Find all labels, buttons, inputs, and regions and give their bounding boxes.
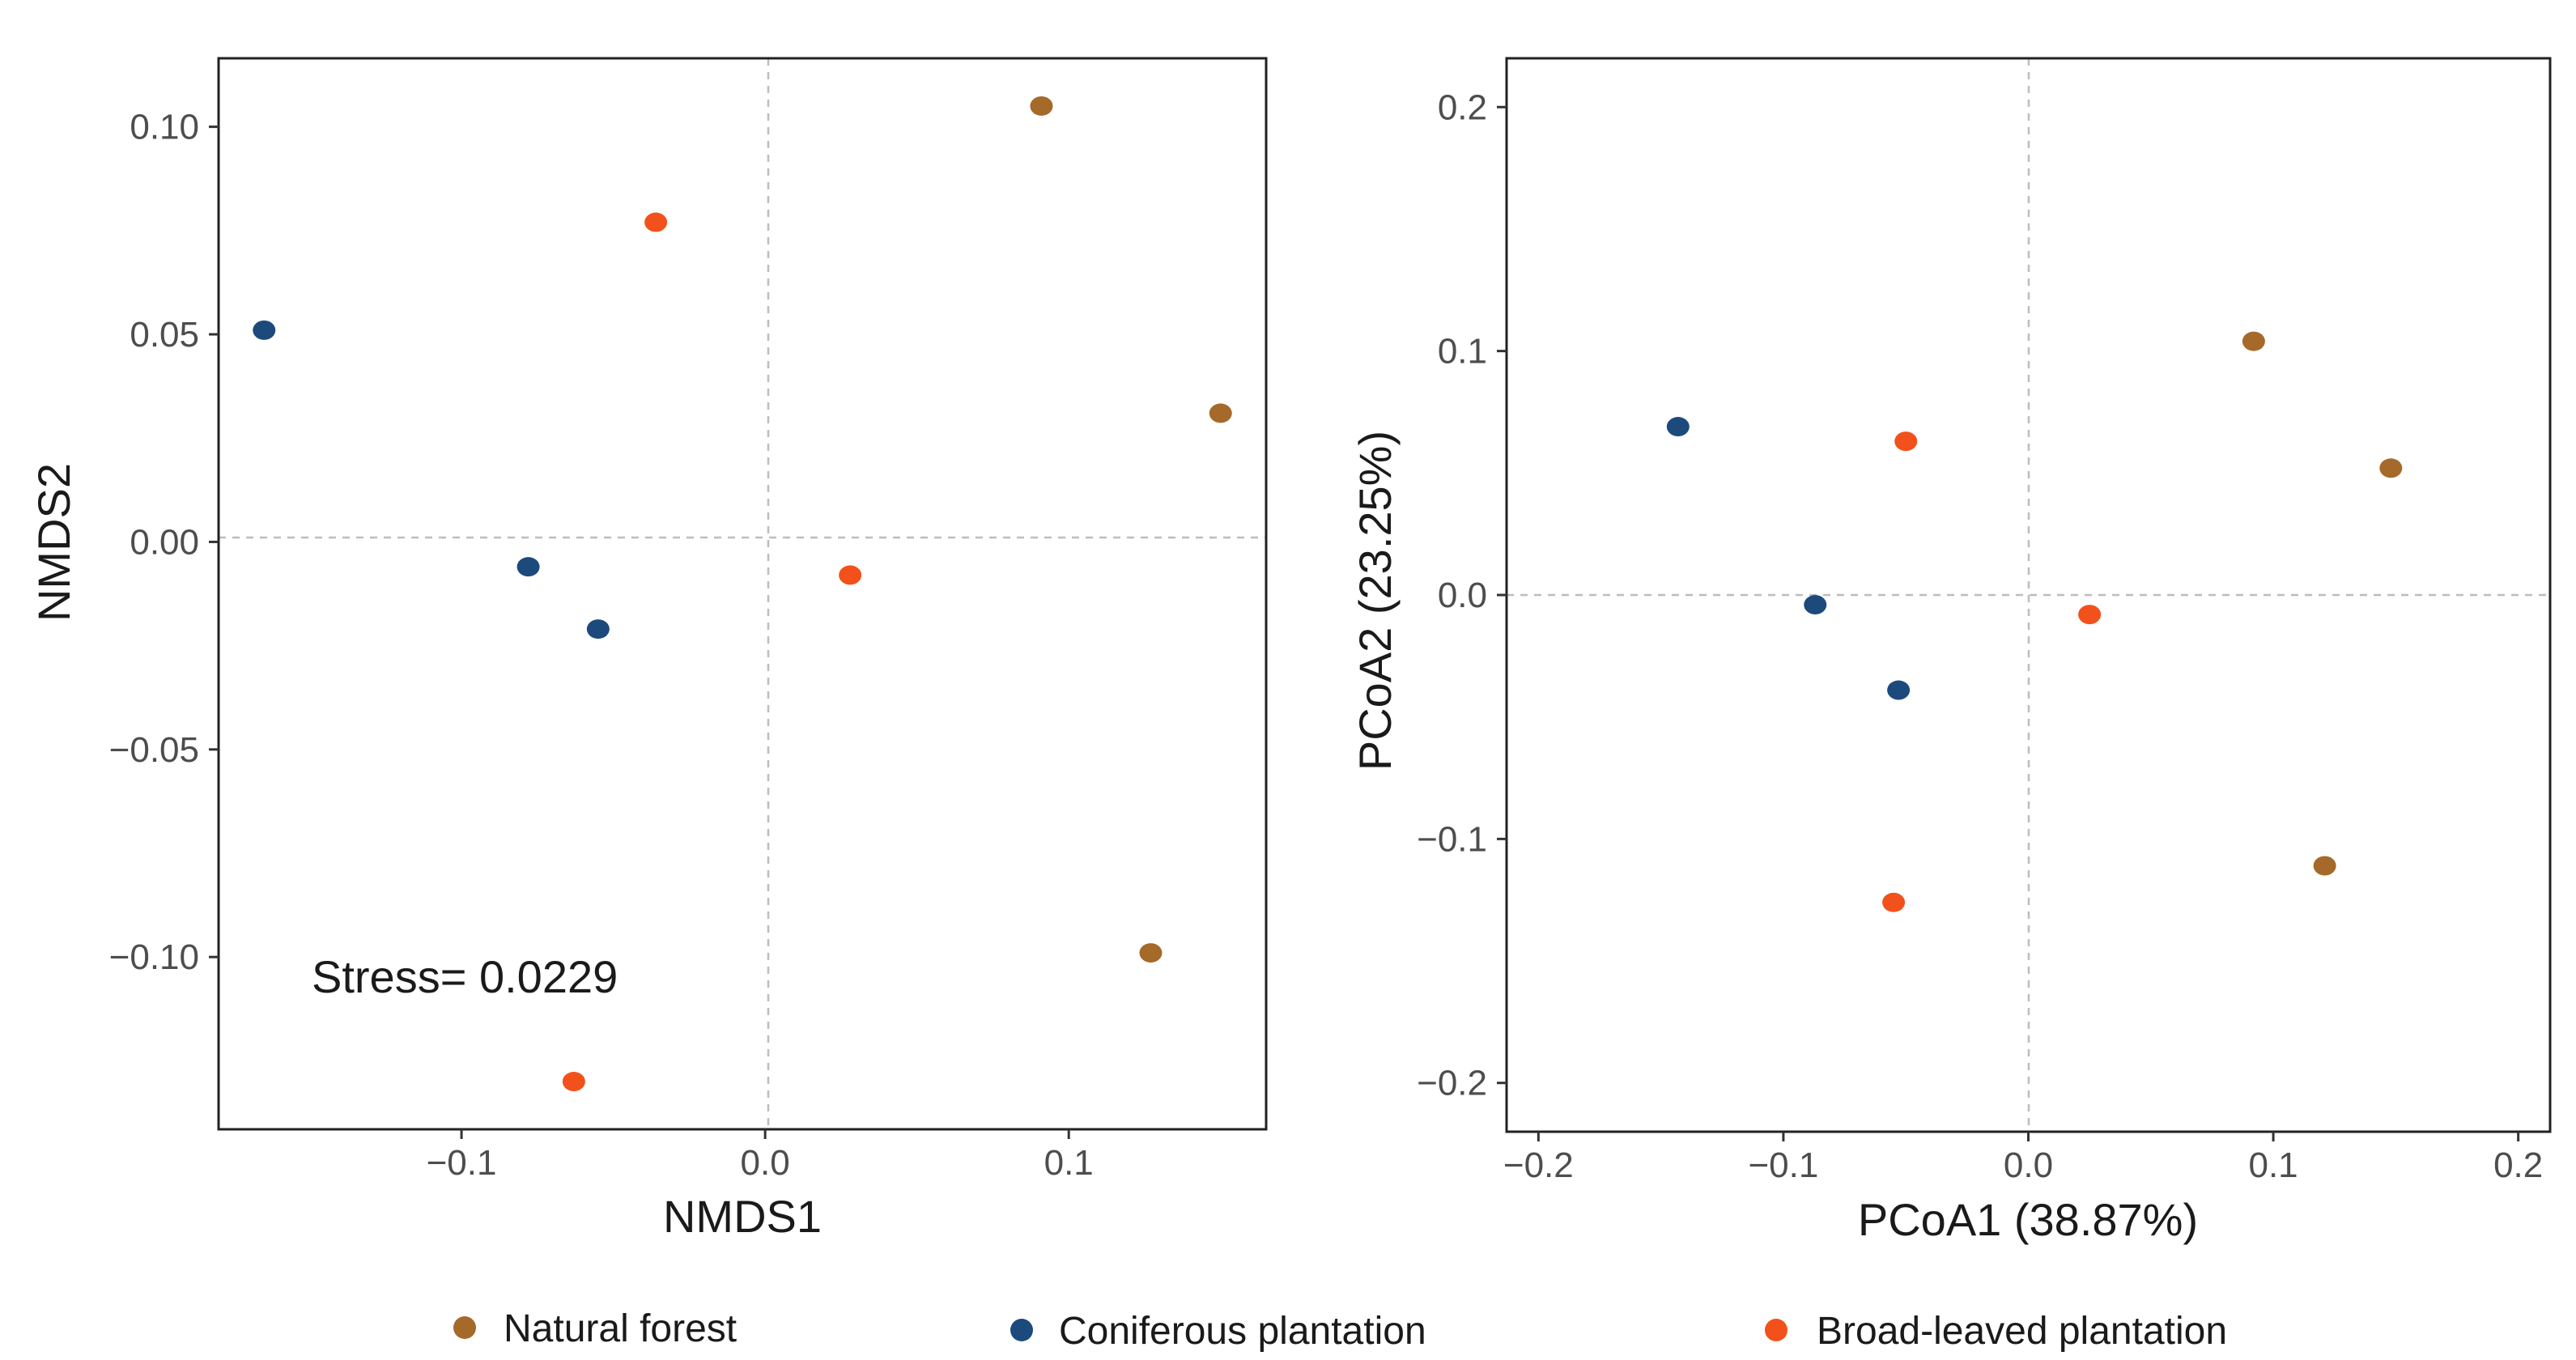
legend-label-natural-forest: Natural forest — [504, 1307, 737, 1350]
x-axis-ticks: −0.2 −0.1 0.0 0.1 0.2 — [1503, 1132, 2543, 1185]
plot-frame — [217, 57, 1268, 1131]
point-coniferous-plantation — [1887, 680, 1911, 700]
x-axis-title: PCoA1 (38.87%) — [1858, 1194, 2198, 1245]
y-axis-ticks: −0.2 −0.1 0.0 0.1 0.2 — [1417, 87, 1507, 1103]
y-tick-label: 0.00 — [130, 522, 199, 562]
y-axis-title: NMDS2 — [28, 463, 79, 622]
point-natural-forest — [1209, 403, 1232, 423]
point-coniferous-plantation — [516, 557, 540, 577]
y-tick-label: −0.1 — [1417, 819, 1487, 859]
x-tick-label: −0.1 — [427, 1143, 497, 1183]
point-natural-forest — [2313, 856, 2336, 876]
data-points — [253, 96, 1232, 1092]
x-tick-label: 0.0 — [2004, 1145, 2053, 1185]
y-tick-label: −0.10 — [109, 937, 199, 977]
nmds-panel: −0.10 −0.05 0.00 0.05 0.10 −0.1 0.0 0.1 Stress… — [28, 57, 1268, 1242]
legend-marker-broad-leaved-plantation — [1765, 1319, 1787, 1341]
point-broad-leaved-plantation — [1894, 431, 1918, 452]
legend-marker-natural-forest — [453, 1316, 476, 1339]
data-points — [1666, 331, 2403, 912]
y-axis-ticks: −0.10 −0.05 0.00 0.05 0.10 — [109, 108, 219, 977]
point-natural-forest — [2242, 331, 2265, 351]
legend-item-broad-leaved-plantation: Broad-leaved plantation — [1765, 1310, 2227, 1353]
y-tick-label: 0.1 — [1438, 332, 1487, 372]
stress-annotation: Stress= 0.0229 — [312, 951, 618, 1002]
x-tick-label: 0.1 — [1044, 1143, 1094, 1183]
x-tick-label: 0.0 — [741, 1143, 790, 1183]
point-coniferous-plantation — [1804, 595, 1827, 615]
pcoa-panel: −0.2 −0.1 0.0 0.1 0.2 −0.2 −0.1 0.0 0.1 0.2 PCoA… — [1350, 57, 2552, 1245]
y-tick-label: 0.05 — [130, 315, 199, 355]
point-coniferous-plantation — [1666, 417, 1690, 437]
y-tick-label: −0.2 — [1417, 1064, 1487, 1103]
point-broad-leaved-plantation — [839, 565, 862, 585]
point-natural-forest — [1030, 96, 1053, 116]
x-tick-label: 0.1 — [2248, 1145, 2298, 1185]
y-axis-title: PCoA2 (23.25%) — [1350, 431, 1401, 771]
point-natural-forest — [1139, 943, 1163, 963]
y-tick-label: −0.05 — [109, 730, 199, 770]
y-tick-label: 0.10 — [130, 108, 199, 147]
point-broad-leaved-plantation — [562, 1072, 585, 1092]
point-broad-leaved-plantation — [644, 212, 668, 232]
x-axis-title: NMDS1 — [663, 1191, 822, 1242]
point-broad-leaved-plantation — [1882, 892, 1906, 912]
x-tick-label: −0.2 — [1503, 1145, 1574, 1185]
legend-item-coniferous-plantation: Coniferous plantation — [1010, 1310, 1426, 1353]
y-tick-label: 0.0 — [1438, 576, 1487, 615]
x-axis-ticks: −0.1 0.0 0.1 — [427, 1129, 1094, 1183]
legend: Natural forest Coniferous plantation Bro… — [453, 1307, 2227, 1353]
x-tick-label: 0.2 — [2493, 1145, 2543, 1185]
point-coniferous-plantation — [586, 619, 610, 640]
x-tick-label: −0.1 — [1748, 1145, 1818, 1185]
legend-item-natural-forest: Natural forest — [453, 1307, 737, 1350]
legend-marker-coniferous-plantation — [1010, 1319, 1033, 1341]
point-natural-forest — [2379, 458, 2403, 478]
point-coniferous-plantation — [253, 320, 276, 340]
legend-label-broad-leaved-plantation: Broad-leaved plantation — [1817, 1310, 2227, 1353]
point-broad-leaved-plantation — [2078, 605, 2102, 625]
legend-label-coniferous-plantation: Coniferous plantation — [1059, 1310, 1426, 1353]
y-tick-label: 0.2 — [1438, 87, 1487, 127]
